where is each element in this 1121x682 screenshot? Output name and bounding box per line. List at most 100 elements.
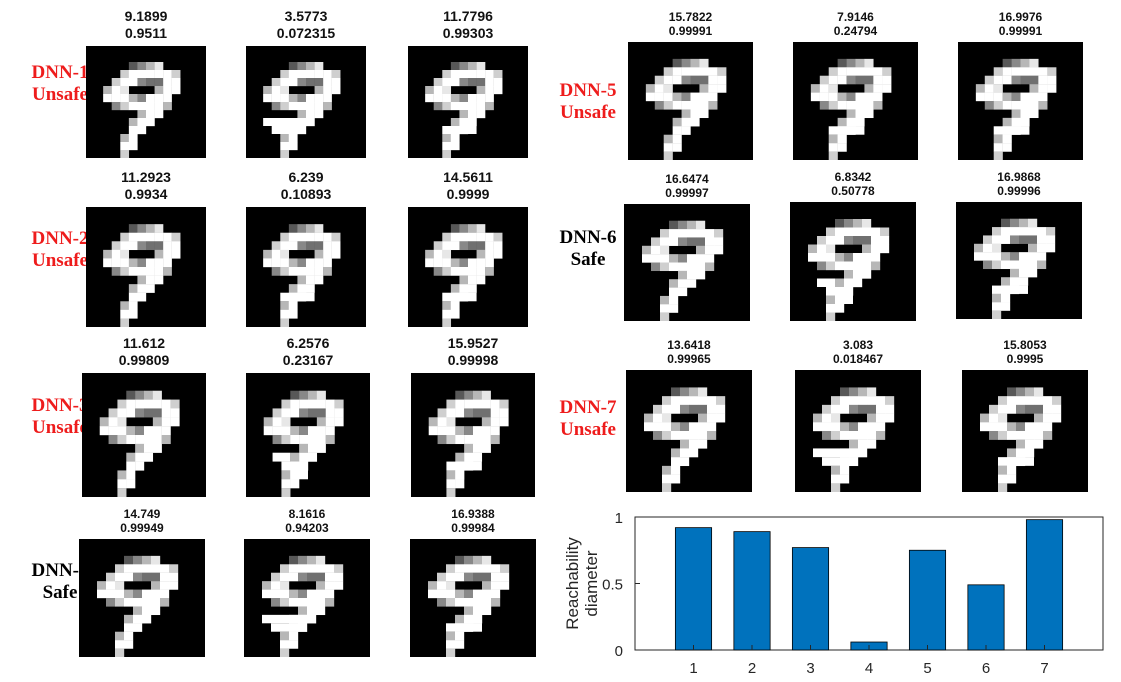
caption-value: 13.6418	[667, 338, 711, 352]
caption-probability: 0.018467	[832, 352, 884, 366]
caption-probability: 0.99303	[442, 25, 494, 41]
digit-image	[795, 370, 921, 492]
network-name: DNN-3	[31, 395, 89, 416]
bar-6	[967, 584, 1005, 651]
network-label-dnn-1: DNN-1 Unsafe	[15, 62, 105, 106]
digit-nine-picture	[263, 62, 341, 158]
caption-value: 15.9527	[447, 335, 499, 351]
image-caption: 9.1899 0.9511	[86, 8, 206, 42]
caption-value: 3.5773	[284, 8, 328, 24]
network-label-dnn-3: DNN-3 Unsafe	[15, 395, 105, 439]
caption-probability: 0.99991	[668, 24, 713, 38]
digit-image	[628, 42, 753, 160]
image-caption: 15.8053 0.9995	[962, 338, 1088, 366]
caption-value: 14.749	[123, 507, 161, 521]
caption-value: 11.7796	[443, 8, 493, 24]
digit-image	[408, 46, 528, 158]
digit-nine-picture	[980, 387, 1062, 492]
x-tick-label-1: 1	[689, 660, 697, 677]
digit-nine-picture	[645, 58, 727, 160]
network-status: Unsafe	[560, 419, 616, 440]
digit-image	[79, 539, 205, 657]
digit-image	[244, 539, 370, 657]
caption-value: 16.9976	[998, 10, 1043, 24]
y-axis-label-line: Reachability	[563, 537, 582, 630]
network-status: Unsafe	[32, 417, 88, 438]
image-caption: 11.612 0.99809	[82, 335, 206, 369]
network-name: DNN-4	[31, 560, 89, 581]
digit-nine-picture	[975, 58, 1057, 160]
bar-2	[733, 531, 771, 651]
image-caption: 7.9146 0.24794	[793, 10, 918, 38]
caption-value: 14.5611	[443, 169, 493, 185]
network-status: Unsafe	[560, 102, 616, 123]
digit-image	[793, 42, 918, 160]
caption-value: 15.8053	[1003, 338, 1047, 352]
network-name: DNN-6	[559, 227, 617, 248]
digit-nine-picture	[425, 224, 503, 327]
caption-probability: 0.9999	[446, 186, 490, 202]
caption-value: 6.8342	[834, 170, 872, 184]
digit-nine-picture	[99, 390, 180, 497]
image-caption: 13.6418 0.99965	[626, 338, 752, 366]
digit-nine-picture	[642, 220, 724, 321]
plot-area	[634, 516, 1104, 651]
network-status: Unsafe	[32, 250, 88, 271]
image-caption: 6.239 0.10893	[246, 169, 366, 203]
digit-nine-picture	[103, 62, 181, 158]
caption-probability: 0.9511	[124, 25, 168, 41]
network-label-dnn-6: DNN-6 Safe	[543, 227, 633, 271]
caption-value: 9.1899	[124, 8, 168, 24]
caption-probability: 0.99809	[118, 352, 170, 368]
caption-probability: 0.99998	[447, 352, 499, 368]
digit-nine-picture	[428, 390, 509, 497]
x-tick-label-2: 2	[748, 660, 756, 677]
caption-value: 11.612	[122, 335, 166, 351]
image-caption: 16.9388 0.99984	[410, 507, 536, 535]
digit-image	[246, 46, 366, 158]
network-name: DNN-1	[31, 62, 89, 83]
bar-3	[791, 547, 830, 651]
caption-value: 15.7822	[668, 10, 713, 24]
image-caption: 6.8342 0.50778	[790, 170, 916, 198]
caption-value: 16.9388	[451, 507, 495, 521]
caption-probability: 0.99949	[120, 521, 164, 535]
caption-value: 8.1616	[288, 507, 326, 521]
digit-image	[790, 202, 916, 321]
image-caption: 16.6474 0.99997	[624, 172, 750, 200]
image-caption: 3.5773 0.072315	[246, 8, 366, 42]
digit-nine-picture	[644, 387, 726, 492]
caption-value: 6.239	[288, 169, 324, 185]
caption-probability: 0.94203	[285, 521, 329, 535]
x-tick-label-7: 7	[1040, 660, 1048, 677]
image-caption: 11.7796 0.99303	[408, 8, 528, 42]
caption-probability: 0.99965	[667, 352, 711, 366]
network-status: Safe	[42, 582, 78, 603]
caption-probability: 0.99991	[998, 24, 1043, 38]
bar-1	[674, 527, 713, 651]
image-caption: 11.2923 0.9934	[86, 169, 206, 203]
y-axis-label-line: diameter	[582, 550, 601, 616]
bar-5	[908, 549, 947, 651]
y-tick-label: 1	[615, 510, 623, 527]
y-axis-label: Reachabilitydiameter	[563, 537, 601, 630]
digit-image	[408, 207, 528, 327]
caption-value: 16.9868	[997, 170, 1041, 184]
caption-probability: 0.10893	[280, 186, 332, 202]
digit-nine-picture	[263, 224, 341, 327]
caption-probability: 0.9995	[1006, 352, 1044, 366]
digit-image	[86, 46, 206, 158]
digit-nine-picture	[262, 555, 344, 657]
caption-probability: 0.072315	[276, 25, 336, 41]
digit-nine-picture	[97, 555, 179, 657]
caption-value: 3.083	[842, 338, 874, 352]
network-label-dnn-2: DNN-2 Unsafe	[15, 228, 105, 272]
caption-probability: 0.23167	[282, 352, 334, 368]
x-tick-label-4: 4	[865, 660, 873, 677]
digit-nine-picture	[810, 58, 892, 160]
y-tick-label: 0	[615, 643, 623, 660]
image-caption: 14.749 0.99949	[79, 507, 205, 535]
network-label-dnn-7: DNN-7 Unsafe	[543, 397, 633, 441]
caption-probability: 0.99984	[451, 521, 495, 535]
digit-nine-picture	[808, 219, 890, 321]
